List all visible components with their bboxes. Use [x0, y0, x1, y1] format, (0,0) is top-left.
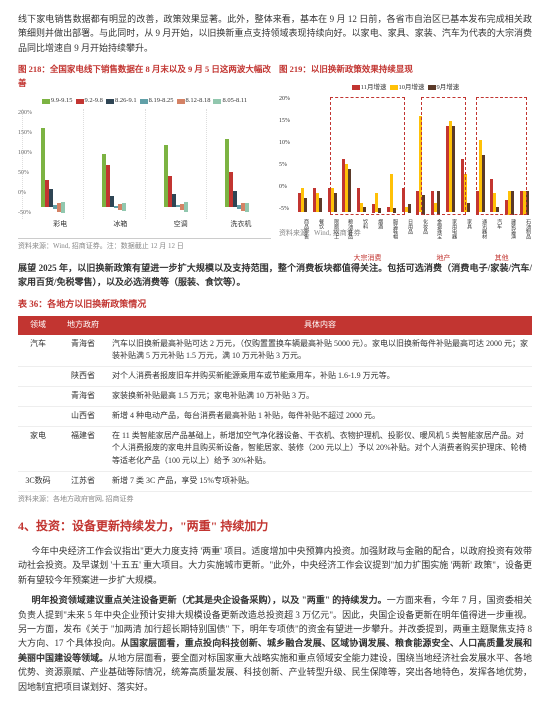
policy-table: 领域地方政府具体内容 汽车青海省汽车以旧换新最高补贴可达 2 万元，（仅购置置换…	[18, 316, 532, 492]
chart1-source: 资料来源：Wind, 招商证券。注：数据截止 12 月 12 日	[18, 241, 271, 252]
chart2-bars	[279, 95, 532, 215]
charts-row: 图 218：全国家电线下销售数据在 8 月末以及 9 月 5 日这两波大幅改善 …	[18, 63, 532, 252]
chart2-ylabels: 20%15%10%5%0%-5%	[279, 95, 290, 215]
chart-1: 图 218：全国家电线下销售数据在 8 月末以及 9 月 5 日这两波大幅改善 …	[18, 63, 271, 252]
table-header: 领域地方政府具体内容	[18, 316, 532, 335]
outlook-text: 展望 2025 年，以旧换新政策有望进一步扩大规模以及支持范围，整个消费板块都值…	[18, 261, 532, 290]
chart1-area: 9.9-9.159.2-9.88.26-9.18.19-8.258.12-8.1…	[18, 94, 271, 239]
intro-text: 线下家电销售数据都有明显的改善，政策效果显著。此外，整体来看，基本在 9 月 1…	[18, 12, 532, 55]
section-title: 4、投资：设备更新持续发力，"两重" 持续加力	[18, 517, 532, 536]
chart1-bars: 200%150%100%50%0%-50%	[18, 109, 271, 219]
para-2: 明年投资领域建议重点关注设备更新（尤其是央企设备采购），以及 "两重" 的持续发…	[18, 593, 532, 694]
chart1-title: 图 218：全国家电线下销售数据在 8 月末以及 9 月 5 日这两波大幅改善	[18, 63, 271, 90]
chart2-legend: 11月增速10月增速9月增速	[279, 81, 532, 95]
table-body: 汽车青海省汽车以旧换新最高补贴可达 2 万元，（仅购置置换车辆最高补贴 5000…	[18, 335, 532, 492]
table-source: 资料来源：各地方政府官网, 招商证券	[18, 494, 532, 505]
chart1-legend: 9.9-9.159.2-9.88.26-9.18.19-8.258.12-8.1…	[18, 94, 271, 108]
chart2-title: 图 219：以旧换新政策效果持续显现	[279, 63, 532, 77]
chart1-ylabels: 200%150%100%50%0%-50%	[18, 109, 32, 219]
table-title: 表 36：各地方以旧换新政策情况	[18, 297, 532, 311]
chart1-xlabels: 彩电冰箱空调洗衣机	[18, 219, 271, 230]
chart-2: 图 219：以旧换新政策效果持续显现 11月增速10月增速9月增速 20%15%…	[279, 63, 532, 252]
chart2-xlabels: 商品零售餐饮限额以上粮油食品饮料烟酒服装鞋帽日用品化妆品金银珠宝家用电器家具通讯…	[279, 215, 532, 241]
chart2-area: 11月增速10月增速9月增速 20%15%10%5%0%-5% 商品零售餐饮限额…	[279, 81, 532, 226]
para-1: 今年中央经济工作会议指出"更大力度支持 '两重' 项目。适度增加中央预算内投资。…	[18, 544, 532, 587]
